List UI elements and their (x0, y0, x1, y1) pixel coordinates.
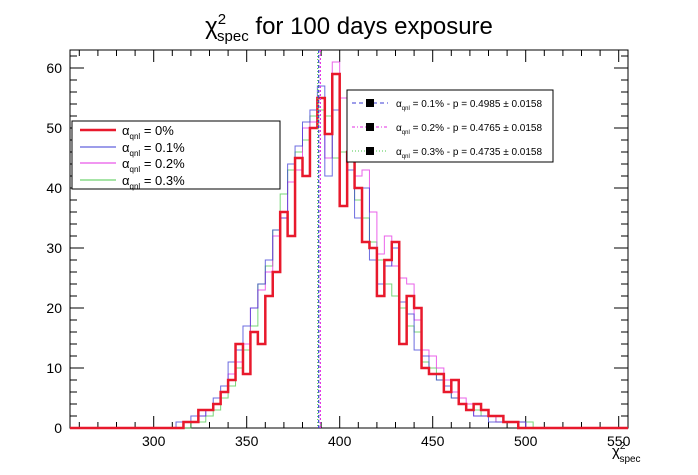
x-axis-label: χ2 spec (612, 441, 641, 465)
legend-alpha-frame (71, 120, 281, 190)
x-tick-label: 400 (328, 433, 352, 449)
chart-title: χ2 spec for 100 days exposure (205, 11, 493, 45)
pvalue-marker-2 (366, 147, 374, 155)
y-tick-label: 40 (46, 180, 62, 196)
histogram-0% (70, 72, 628, 430)
pvalue-label-1: αqnl = 0.2% - p = 0.4765 ± 0.0158 (396, 123, 542, 136)
legend-alpha: αqnl = 0%αqnl = 0.1%αqnl = 0.2%αqnl = 0.… (71, 120, 281, 191)
x-tick-label: 300 (142, 433, 166, 449)
legend-label-0.1%: αqnl = 0.1% (122, 140, 185, 158)
y-tick-label: 50 (46, 120, 62, 136)
mean-lines (317, 50, 321, 428)
y-tick-label: 10 (46, 360, 62, 376)
y-tick-label: 60 (46, 60, 62, 76)
plot-frame (69, 49, 629, 429)
legend-label-0.2%: αqnl = 0.2% (122, 156, 185, 174)
y-tick-label: 30 (46, 240, 62, 256)
legend-label-0.3%: αqnl = 0.3% (122, 173, 185, 191)
pvalue-label-0: αqnl = 0.1% - p = 0.4985 ± 0.0158 (396, 99, 542, 112)
pvalue-label-2: αqnl = 0.3% - p = 0.4735 ± 0.0158 (396, 147, 542, 160)
y-tick-label: 0 (54, 420, 62, 436)
y-tick-label: 20 (46, 300, 62, 316)
axis-ticks: 300 350 400 450 500 550 0 10 20 30 40 50 60 (46, 50, 631, 449)
x-tick-label: 550 (607, 433, 631, 449)
legend-label-0%: αqnl = 0% (122, 123, 174, 141)
legend-pvalues: αqnl = 0.1% - p = 0.4985 ± 0.0158 αqnl = … (346, 89, 554, 163)
x-tick-label: 450 (421, 433, 445, 449)
pvalue-marker-0 (366, 99, 374, 107)
x-tick-label: 500 (514, 433, 538, 449)
x-tick-label: 350 (235, 433, 259, 449)
pvalue-marker-1 (366, 123, 374, 131)
legend-pvalues-frame (346, 89, 554, 163)
